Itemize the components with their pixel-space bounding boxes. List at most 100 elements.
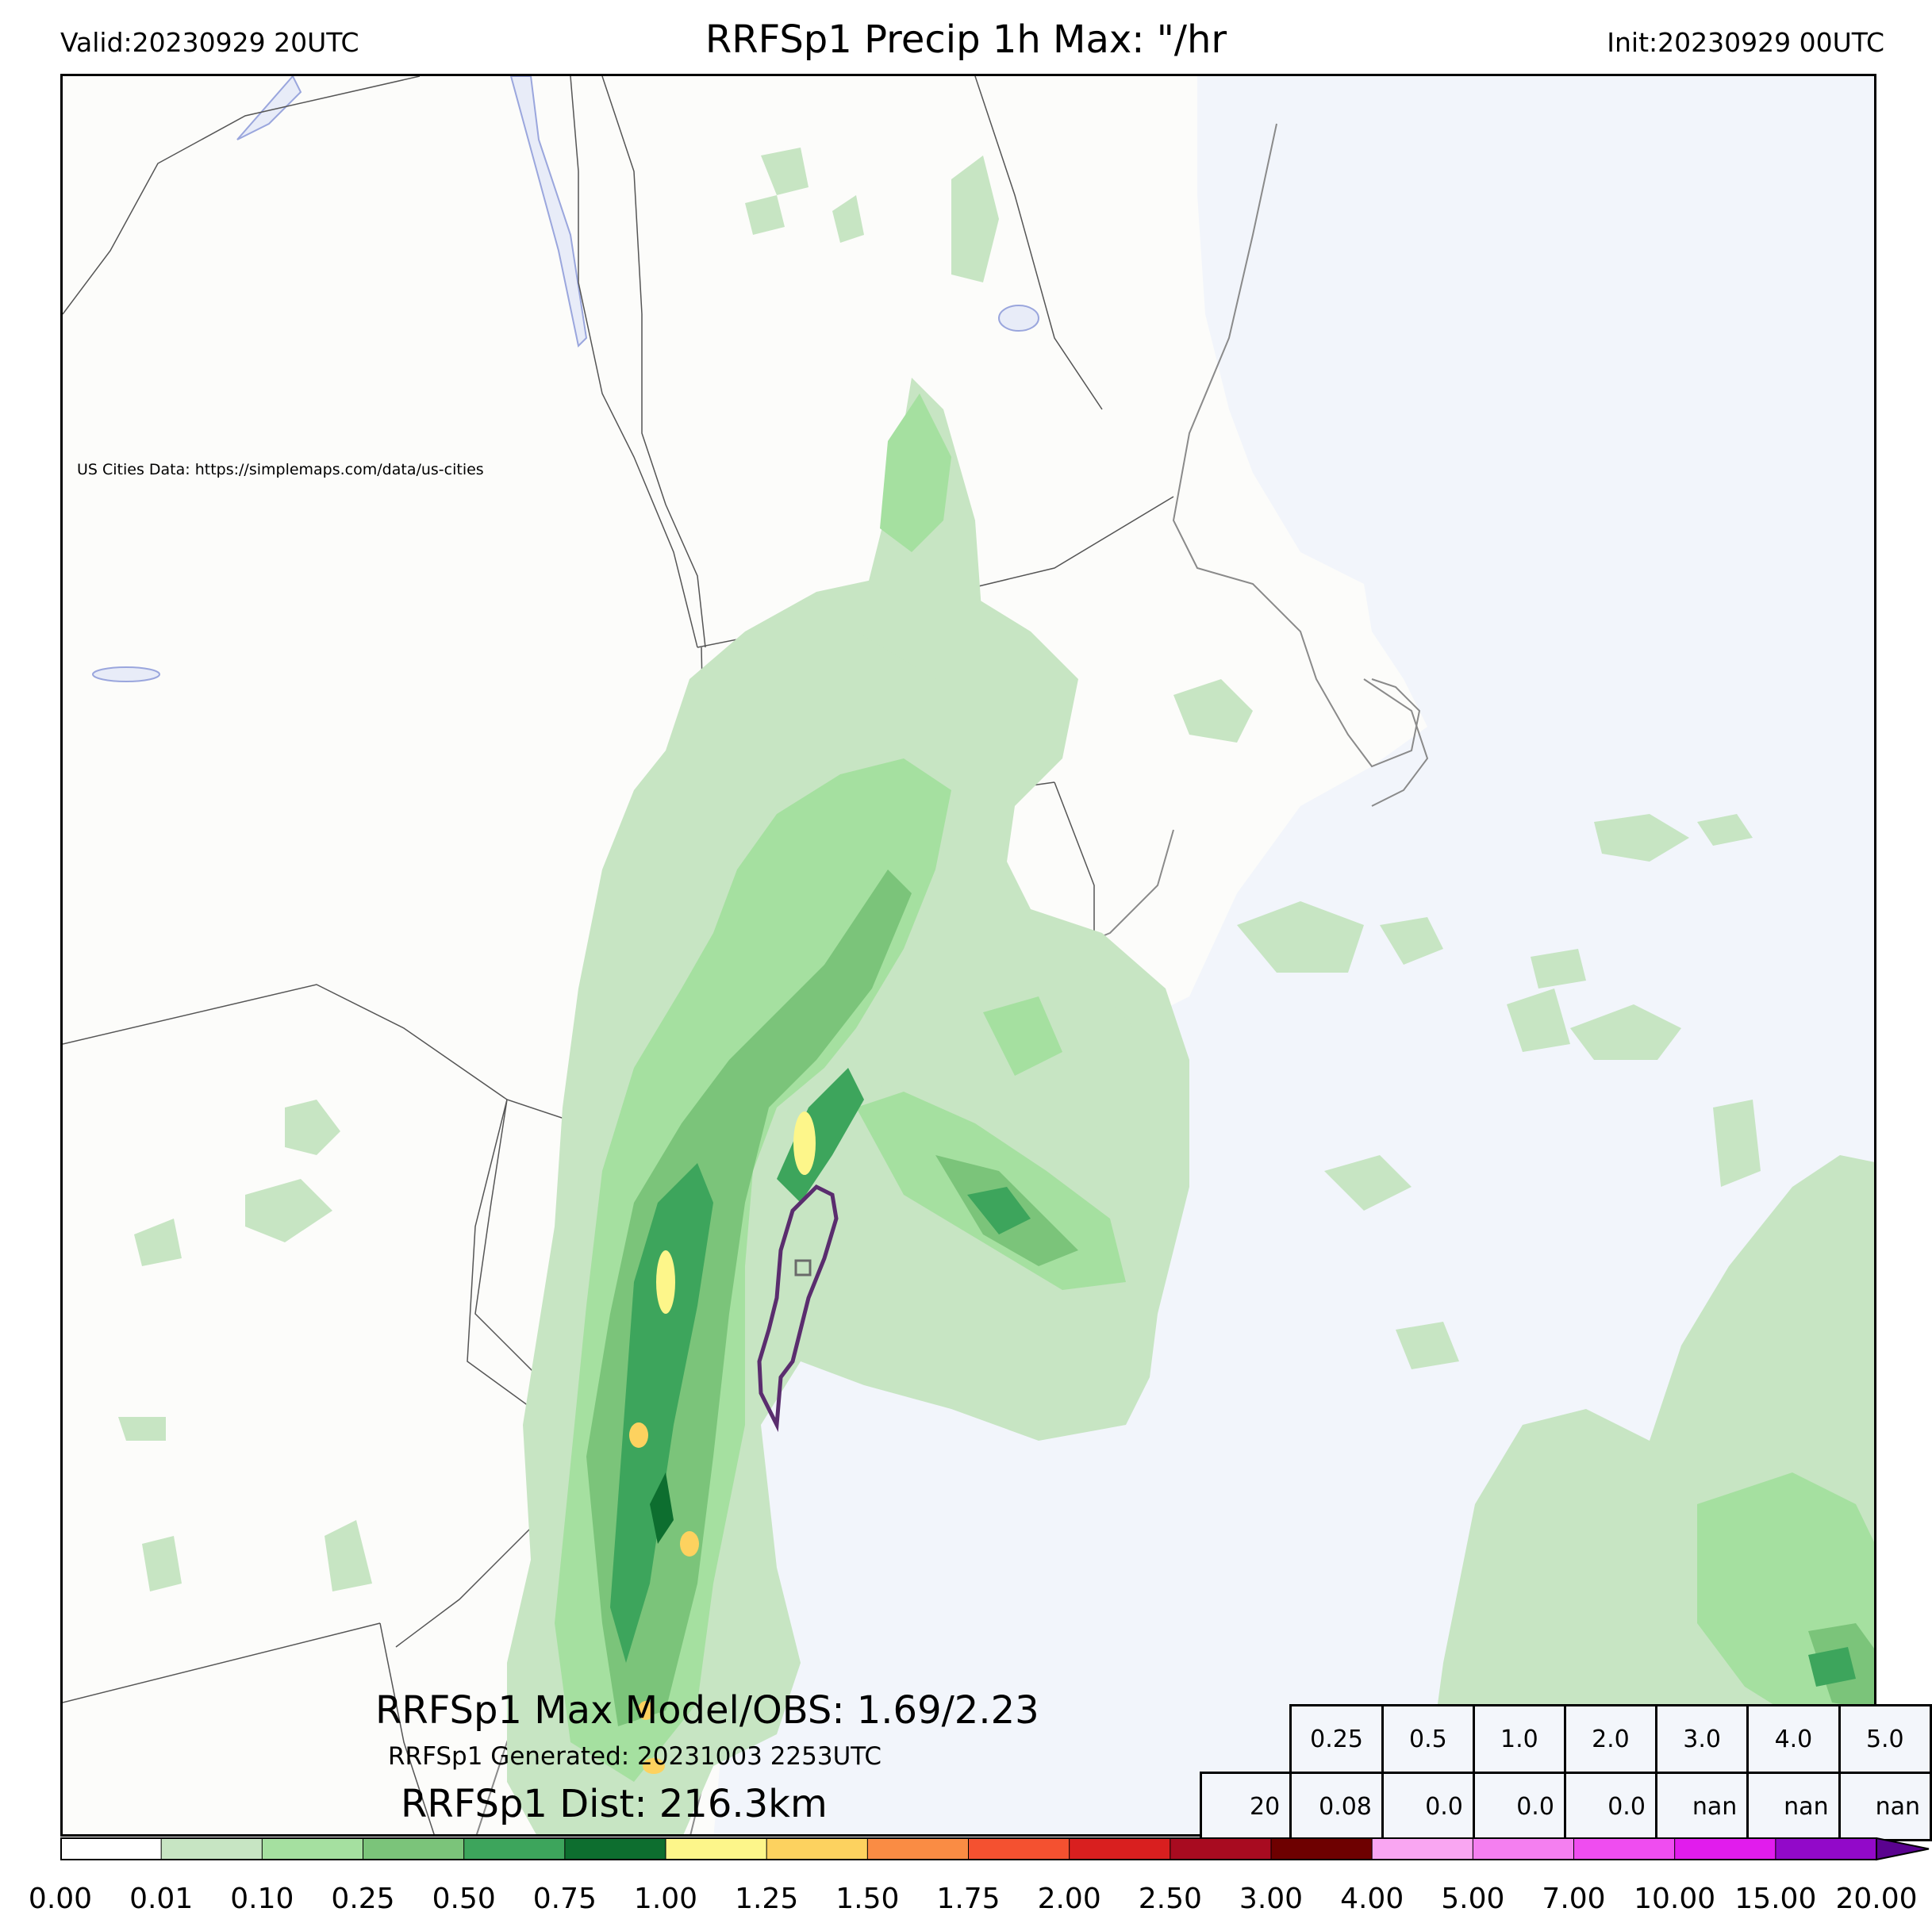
precip-maximum [638, 1701, 654, 1720]
precip-contour [245, 1179, 332, 1242]
precip-contour [1531, 949, 1586, 989]
precip-contour [880, 393, 951, 552]
colorbar-tick-label: 0.25 [331, 1883, 395, 1915]
precip-contour [1713, 1100, 1761, 1187]
colorbar-tick-label: 1.75 [936, 1883, 1001, 1915]
precip-contour [1324, 1155, 1412, 1211]
observed-max-outline [757, 1184, 839, 1433]
lake [998, 305, 1039, 332]
precip-contour [325, 1520, 372, 1591]
colorbar-swatch [564, 1838, 666, 1860]
lake-champlain [509, 76, 588, 348]
generated-label: RRFSp1 Generated: 20231003 2253UTC [388, 1742, 882, 1771]
colorbar-swatch [262, 1838, 363, 1860]
init-time-label: Init:20230929 00UTC [1607, 27, 1884, 58]
colorbar-swatch [1069, 1838, 1171, 1860]
precip-maximum [680, 1531, 699, 1557]
model-max-marker [794, 1259, 812, 1276]
colorbar-swatch [1271, 1838, 1373, 1860]
colorbar-swatch [161, 1838, 263, 1860]
lake [92, 666, 160, 682]
precip-contour [1808, 1647, 1856, 1687]
precip-contour [134, 1219, 182, 1266]
precip-contour [1237, 901, 1364, 973]
precip-contour [1396, 1322, 1459, 1369]
colorbar-tick-label: 1.25 [735, 1883, 799, 1915]
colorbar-swatch [867, 1838, 969, 1860]
precip-contour [983, 996, 1062, 1076]
border-ny-vt [63, 76, 421, 315]
precip-maximum [643, 1758, 665, 1774]
colorbar-tick-label: 20.00 [1835, 1883, 1918, 1915]
precip-contour [967, 1187, 1031, 1234]
colorbar-swatch [968, 1838, 1070, 1860]
colorbar-tick-label: 3.00 [1239, 1883, 1304, 1915]
colorbar-swatch [1573, 1838, 1676, 1860]
colorbar-swatch [363, 1838, 465, 1860]
colorbar-tick-label: 0.01 [129, 1883, 194, 1915]
chart-title: RRFSp1 Precip 1h Max: "/hr [705, 17, 1227, 62]
colorbar-extend-arrow [1876, 1837, 1930, 1861]
map-panel: US Cities Data: https://simplemaps.com/d… [60, 74, 1876, 1837]
threshold-cell: 4.0 [1746, 1704, 1841, 1774]
precip-contour [285, 1100, 340, 1155]
cape-cod [1363, 678, 1429, 807]
colorbar-swatch [1473, 1838, 1574, 1860]
colorbar-tick-label: 7.00 [1542, 1883, 1606, 1915]
colorbar-tick-label: 0.10 [230, 1883, 294, 1915]
colorbar-tick-label: 10.00 [1634, 1883, 1716, 1915]
colorbar-tick-label: 2.00 [1037, 1883, 1101, 1915]
value-cell: nan [1838, 1772, 1932, 1841]
value-cell: 0.08 [1289, 1772, 1384, 1841]
lake [236, 76, 302, 140]
colorbar-tick-label: 0.50 [432, 1883, 496, 1915]
threshold-cell: 3.0 [1654, 1704, 1750, 1774]
threshold-cell: 0.25 [1289, 1704, 1384, 1774]
precip-contour [610, 1163, 713, 1663]
colorbar [60, 1837, 1930, 1861]
colorbar-swatch [60, 1838, 162, 1860]
coastline-northeast [1172, 123, 1421, 768]
colorbar-swatch [1775, 1838, 1877, 1860]
max-model-obs-label: RRFSp1 Max Model/OBS: 1.69/2.23 [375, 1688, 1039, 1733]
value-cell: 0.0 [1472, 1772, 1566, 1841]
border-pa-md [63, 1622, 381, 1703]
data-credit: US Cities Data: https://simplemaps.com/d… [77, 461, 484, 478]
precip-contour [118, 1417, 166, 1441]
colorbar-tick-label: 2.50 [1138, 1883, 1202, 1915]
threshold-cell: 5.0 [1838, 1704, 1932, 1774]
distance-label: RRFSp1 Dist: 216.3km [401, 1782, 828, 1826]
precip-contour [951, 155, 999, 282]
stats-table: 0.25 0.5 1.0 2.0 3.0 4.0 5.0 20 0.08 0.0… [1199, 1704, 1932, 1841]
colorbar-tick-label: 1.00 [633, 1883, 698, 1915]
value-cell: nan [1746, 1772, 1841, 1841]
precip-contour [142, 1536, 182, 1591]
precip-contour [1173, 679, 1253, 743]
threshold-cell: 1.0 [1472, 1704, 1566, 1774]
border-vt-nh [601, 76, 706, 648]
precip-maximum [793, 1111, 816, 1175]
threshold-cell: 0.5 [1381, 1704, 1475, 1774]
table-corner [1201, 1706, 1291, 1773]
threshold-cell: 2.0 [1563, 1704, 1657, 1774]
border-nh-me [974, 76, 1103, 410]
colorbar-tick-label: 15.00 [1734, 1883, 1817, 1915]
precip-contour [1594, 814, 1689, 862]
value-cell: nan [1654, 1772, 1750, 1841]
precip-contour [761, 148, 809, 195]
border-de [379, 1622, 435, 1834]
valid-time-label: Valid:20230929 20UTC [60, 27, 359, 58]
colorbar-swatch [1372, 1838, 1473, 1860]
value-cell: 0.0 [1563, 1772, 1657, 1841]
row-label-cell: 20 [1199, 1772, 1292, 1841]
precip-contour [745, 195, 785, 235]
precip-maximum [656, 1250, 675, 1314]
precip-contour [1380, 917, 1443, 965]
colorbar-swatch [666, 1838, 767, 1860]
colorbar-swatch [1170, 1838, 1272, 1860]
colorbar-tick-label: 5.00 [1441, 1883, 1505, 1915]
border-vt-ny [570, 76, 698, 648]
colorbar-swatch [463, 1838, 566, 1860]
precip-map [63, 76, 1874, 1834]
colorbar-tick-label: 1.50 [835, 1883, 900, 1915]
